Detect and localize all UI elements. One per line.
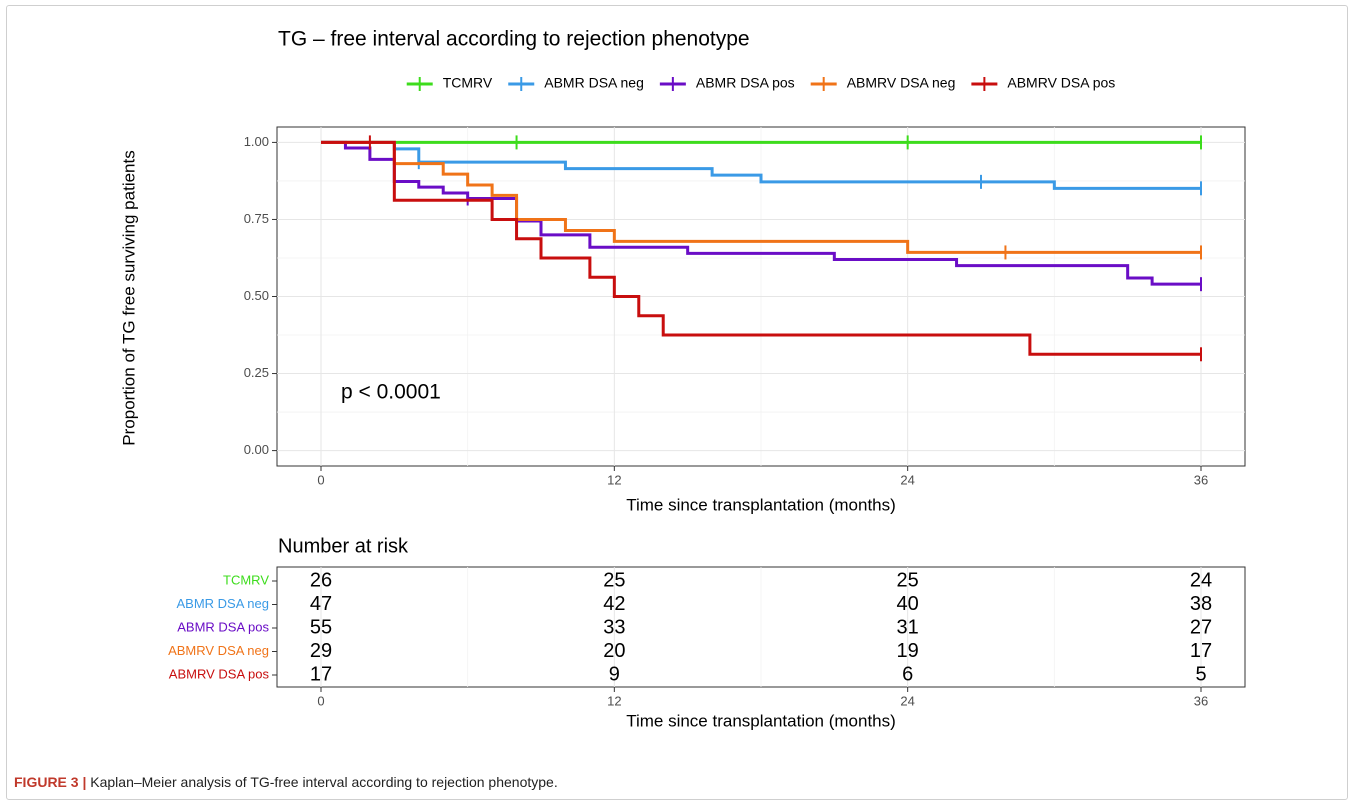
risk-count: 38 [1190, 593, 1212, 615]
x-axis-title: Time since transplantation (months) [626, 495, 896, 514]
x-tick-label: 12 [607, 693, 621, 708]
y-tick-label: 0.75 [244, 211, 269, 226]
risk-row-label: TCMRV [223, 572, 269, 587]
y-axis-title: Proportion of TG free surviving patients [119, 150, 138, 445]
risk-title: Number at risk [278, 535, 409, 557]
x-tick-label: 36 [1194, 693, 1208, 708]
risk-count: 25 [603, 569, 625, 591]
caption-label: FIGURE 3 | [14, 774, 87, 790]
risk-count: 17 [1190, 640, 1212, 662]
risk-count: 6 [902, 663, 913, 685]
risk-count: 20 [603, 640, 625, 662]
x-tick-label: 24 [900, 693, 914, 708]
risk-count: 25 [897, 569, 919, 591]
x-tick-label: 0 [317, 472, 324, 487]
y-tick-label: 0.25 [244, 365, 269, 380]
risk-count: 24 [1190, 569, 1212, 591]
risk-row-label: ABMRV DSA neg [168, 643, 269, 658]
x-axis-title: Time since transplantation (months) [626, 711, 896, 730]
risk-count: 5 [1195, 663, 1206, 685]
risk-count: 29 [310, 640, 332, 662]
caption: FIGURE 3 | Kaplan–Meier analysis of TG-f… [14, 774, 558, 790]
risk-count: 19 [897, 640, 919, 662]
survival-curve [321, 140, 1201, 286]
survival-curve [321, 140, 1201, 356]
risk-count: 26 [310, 569, 332, 591]
x-tick-label: 36 [1194, 472, 1208, 487]
risk-count: 31 [897, 616, 919, 638]
caption-text: Kaplan–Meier analysis of TG-free interva… [90, 774, 558, 790]
y-tick-label: 1.00 [244, 134, 269, 149]
legend-label: ABMR DSA pos [696, 75, 795, 91]
y-tick-label: 0.00 [244, 442, 269, 457]
risk-count: 55 [310, 616, 332, 638]
survival-curve [321, 140, 1201, 190]
y-tick-label: 0.50 [244, 288, 269, 303]
x-tick-label: 24 [900, 472, 914, 487]
risk-count: 42 [603, 593, 625, 615]
risk-count: 9 [609, 663, 620, 685]
risk-row-label: ABMRV DSA pos [169, 666, 270, 681]
risk-count: 40 [897, 593, 919, 615]
risk-count: 27 [1190, 616, 1212, 638]
x-tick-label: 0 [317, 693, 324, 708]
p-value: p < 0.0001 [341, 381, 441, 404]
risk-row-label: ABMR DSA pos [177, 619, 269, 634]
legend-label: TCMRV [443, 75, 493, 91]
chart: TG – free interval according to rejectio… [119, 28, 1246, 730]
legend-label: ABMRV DSA pos [1007, 75, 1115, 91]
figure-frame [6, 5, 1348, 800]
chart-title: TG – free interval according to rejectio… [278, 28, 750, 51]
risk-row-label: ABMR DSA neg [177, 596, 270, 611]
legend-label: ABMR DSA neg [544, 75, 644, 91]
x-tick-label: 12 [607, 472, 621, 487]
survival-curve [321, 140, 1201, 254]
risk-count: 33 [603, 616, 625, 638]
legend-label: ABMRV DSA neg [847, 75, 956, 91]
risk-count: 47 [310, 593, 332, 615]
risk-count: 17 [310, 663, 332, 685]
